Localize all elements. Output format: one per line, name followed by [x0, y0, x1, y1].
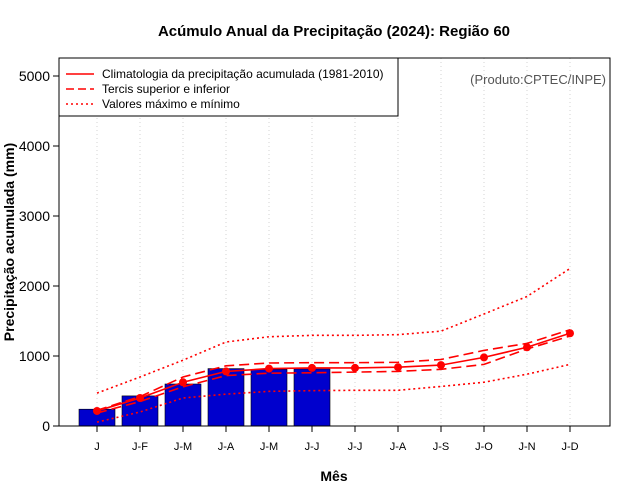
climatology-markers	[93, 329, 574, 415]
x-tick-label: J-O	[475, 441, 493, 453]
y-tick-label: 1000	[19, 348, 50, 364]
climatology-point	[179, 378, 187, 387]
climatology-point	[394, 363, 402, 372]
x-tick-label: J-J	[305, 441, 320, 453]
climatology-point	[265, 364, 273, 373]
climatology-point	[523, 343, 531, 352]
bar-J-M	[250, 368, 288, 427]
line-climatologia-da-precipita-o-acumulada-1981-2010-	[96, 332, 571, 412]
legend-label: Climatologia da precipitação acumulada (…	[102, 67, 384, 81]
line-series	[96, 267, 571, 423]
line-valor-m-nimo	[96, 363, 571, 423]
line-tercil-superior	[96, 328, 571, 412]
legend-box	[58, 57, 399, 117]
climatology-point	[222, 367, 230, 376]
y-tick-label: 2000	[19, 278, 50, 294]
product-credit: (Produto:CPTEC/INPE)	[470, 72, 606, 87]
x-tick-label: J-J	[348, 441, 363, 453]
climatology-point	[351, 363, 359, 372]
climatology-point	[136, 394, 144, 402]
y-tick-label: 0	[42, 418, 50, 434]
bar-series	[78, 368, 331, 427]
y-tick-label: 4000	[19, 138, 50, 154]
x-tick-label: J-N	[518, 441, 535, 453]
x-tick-label: J-S	[433, 441, 450, 453]
climatology-point	[308, 363, 316, 372]
x-tick-label: J-M	[260, 441, 278, 453]
x-tick-label: J-A	[218, 441, 235, 453]
legend-label: Tercis superior e inferior	[102, 82, 230, 96]
x-tick-label: J-F	[132, 441, 148, 453]
x-tick-label: J	[94, 441, 100, 453]
x-axis-label: Mês	[320, 468, 347, 484]
climatology-point	[480, 353, 488, 362]
x-axis: J J-F J-M J-A J-M J-J J-J J-A J-S J-O J-N J-D	[94, 426, 579, 453]
climatology-point	[566, 329, 574, 338]
bar-J-A	[207, 368, 245, 427]
legend: Climatologia da precipitação acumulada (…	[58, 57, 399, 117]
chart-title: Acúmulo Anual da Precipitação (2024): Re…	[158, 23, 510, 40]
line-valor-m-ximo	[96, 267, 571, 394]
y-axis-label: Precipitação acumulada (mm)	[1, 143, 17, 341]
line-tercil-inferior	[96, 335, 571, 414]
y-tick-label: 3000	[19, 208, 50, 224]
x-tick-label: J-A	[390, 441, 407, 453]
bar-J-J	[293, 368, 331, 427]
y-axis: 0 1000 2000 3000 4000 5000	[19, 68, 59, 434]
legend-label: Valores máximo e mínimo	[102, 97, 240, 111]
gridlines	[96, 58, 571, 426]
x-tick-label: J-D	[561, 441, 578, 453]
y-tick-label: 5000	[19, 68, 50, 84]
climatology-point	[437, 361, 445, 370]
climatology-point	[93, 406, 101, 415]
x-tick-label: J-M	[174, 441, 192, 453]
